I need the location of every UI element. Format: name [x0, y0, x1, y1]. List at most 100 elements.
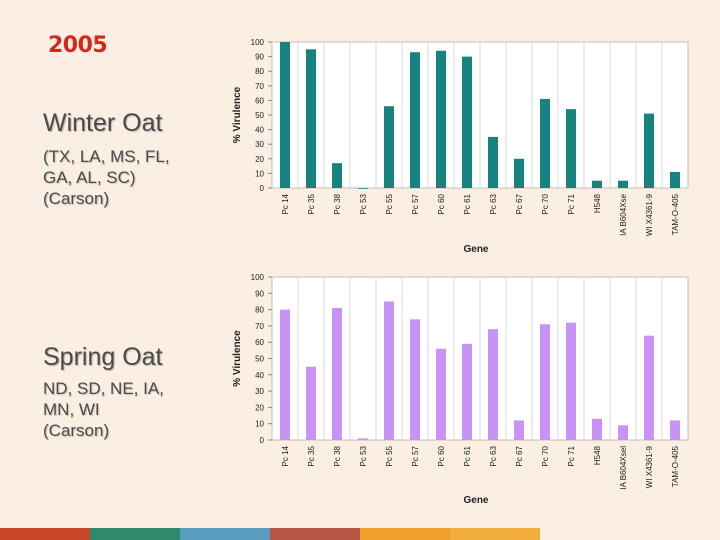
winter-bar	[670, 171, 680, 188]
spring-ytick-label: 10	[255, 420, 264, 429]
spring-bar	[436, 348, 446, 440]
winter-bar	[384, 106, 394, 188]
spring-oat-title: Spring Oat	[43, 343, 163, 371]
spring-category-label: Pc 35	[307, 445, 316, 466]
winter-oat-details: (TX, LA, MS, FL, GA, AL, SC) (Carson)	[43, 146, 170, 209]
spring-bar	[332, 307, 342, 440]
year-label: 2005	[48, 33, 108, 58]
winter-category-label: Pc 53	[359, 193, 368, 214]
winter-category-label: Pc 55	[385, 193, 394, 214]
winter-category-label: Pc 71	[567, 193, 576, 214]
spring-bar	[618, 425, 628, 440]
winter-bar	[358, 188, 368, 189]
spring-ytick-label: 60	[255, 338, 264, 347]
spring-oat-states-2: MN, WI	[43, 400, 100, 419]
spring-category-label: Pc 67	[515, 445, 524, 466]
spring-ytick-label: 70	[255, 322, 264, 331]
spring-ytick-label: 100	[251, 273, 265, 282]
spring-ytick-label: 50	[255, 355, 264, 364]
winter-bar	[592, 180, 602, 188]
spring-ytick-label: 40	[255, 371, 264, 380]
spring-category-label: Pc 38	[333, 445, 342, 466]
spring-category-label: H548	[593, 445, 602, 465]
footer-segment	[270, 528, 360, 540]
spring-oat-states: ND, SD, NE, IA,	[43, 379, 164, 398]
winter-ytick-label: 90	[255, 53, 264, 62]
winter-bar	[410, 52, 420, 188]
winter-category-label: Pc 61	[463, 193, 472, 214]
winter-category-label: H548	[593, 193, 602, 213]
spring-category-label: Pc 57	[411, 445, 420, 466]
winter-bar	[566, 109, 576, 188]
spring-oat-details: ND, SD, NE, IA, MN, WI (Carson)	[43, 378, 164, 441]
winter-category-label: WI X4361-9	[645, 193, 654, 236]
spring-bar	[280, 309, 290, 440]
spring-bar	[306, 366, 316, 440]
winter-bar	[280, 42, 290, 188]
winter-category-label: Pc 57	[411, 193, 420, 214]
spring-category-label: TAM-O-405	[671, 445, 680, 487]
spring-ytick-label: 20	[255, 403, 264, 412]
winter-oat-states: (TX, LA, MS, FL,	[43, 147, 170, 166]
spring-bar	[514, 420, 524, 440]
winter-ytick-label: 70	[255, 82, 264, 91]
footer-segment	[360, 528, 450, 540]
winter-bar	[488, 136, 498, 188]
footer-segment	[180, 528, 270, 540]
footer-segment	[0, 528, 90, 540]
winter-category-label: Pc 14	[281, 193, 290, 214]
spring-category-label: Pc 61	[463, 445, 472, 466]
spring-category-label: Pc 70	[541, 445, 550, 466]
spring-bar	[410, 319, 420, 440]
winter-category-label: Pc 60	[437, 193, 446, 214]
spring-category-label: IA B604Xsel	[619, 446, 628, 490]
spring-ytick-label: 90	[255, 289, 264, 298]
winter-category-label: Pc 63	[489, 193, 498, 214]
spring-bar	[462, 343, 472, 440]
winter-bar	[644, 113, 654, 188]
footer-segment	[450, 528, 540, 540]
winter-category-label: IA B604Xse	[619, 193, 628, 235]
winter-category-label: Pc 35	[307, 193, 316, 214]
winter-ytick-label: 60	[255, 96, 264, 105]
spring-ytick-label: 0	[260, 436, 265, 445]
spring-bar	[592, 418, 602, 440]
winter-bar	[514, 158, 524, 188]
winter-ytick-label: 50	[255, 111, 264, 120]
spring-bar	[540, 324, 550, 440]
spring-bar	[488, 329, 498, 440]
winter-bar	[462, 56, 472, 188]
spring-ytick-label: 80	[255, 306, 264, 315]
winter-ytick-label: 0	[260, 184, 265, 193]
winter-bar	[436, 50, 446, 189]
spring-category-label: Pc 60	[437, 445, 446, 466]
spring-category-label: Pc 55	[385, 445, 394, 466]
spring-oat-source: (Carson)	[43, 421, 110, 440]
spring-ylabel: % Virulence	[232, 330, 243, 387]
spring-xlabel: Gene	[463, 495, 488, 506]
winter-ytick-label: 100	[251, 38, 265, 47]
winter-ylabel: % Virulence	[232, 86, 243, 143]
winter-oat-states-2: GA, AL, SC)	[43, 168, 136, 187]
winter-ytick-label: 80	[255, 67, 264, 76]
spring-category-label: Pc 53	[359, 445, 368, 466]
winter-ytick-label: 20	[255, 155, 264, 164]
winter-bar	[306, 49, 316, 188]
winter-bar	[618, 180, 628, 188]
footer-segment	[90, 528, 180, 540]
winter-ytick-label: 30	[255, 140, 264, 149]
winter-bar	[332, 163, 342, 188]
spring-category-label: Pc 71	[567, 445, 576, 466]
winter-oat-source: (Carson)	[43, 189, 110, 208]
winter-category-label: Pc 70	[541, 193, 550, 214]
winter-ytick-label: 10	[255, 169, 264, 178]
spring-bar	[670, 420, 680, 440]
spring-category-label: WI X4361-9	[645, 445, 654, 488]
spring-bar	[384, 301, 394, 440]
spring-category-label: Pc 63	[489, 445, 498, 466]
footer-color-bar	[0, 528, 720, 540]
spring-ytick-label: 30	[255, 387, 264, 396]
winter-ytick-label: 40	[255, 126, 264, 135]
spring-bar	[566, 322, 576, 440]
